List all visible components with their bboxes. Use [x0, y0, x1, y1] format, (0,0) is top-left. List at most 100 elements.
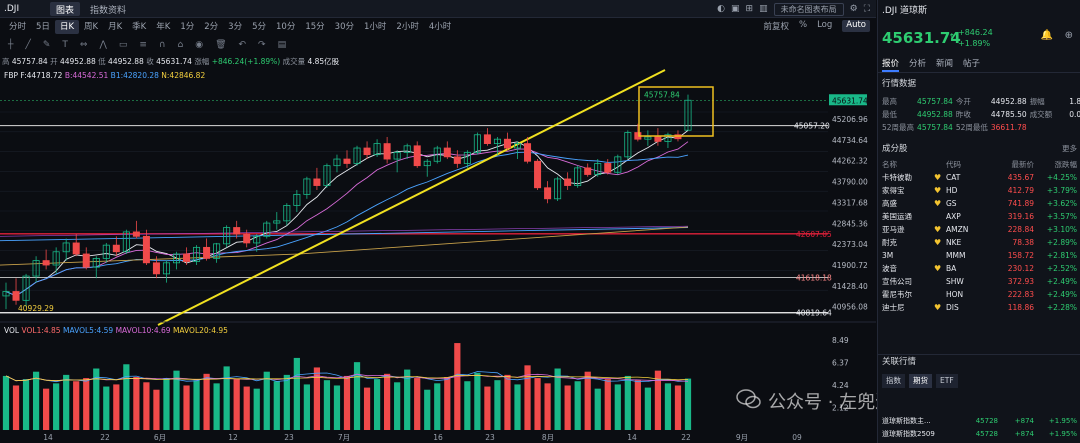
lock-icon[interactable]: ⌂ [177, 40, 184, 50]
table-row[interactable]: 亚马逊 ♥ AMZN 228.84 +3.10% [878, 223, 1080, 236]
yellow-trendline[interactable] [157, 69, 666, 326]
table-row[interactable]: 美国运通 AXP 319.16 +3.57% [878, 210, 1080, 223]
period-10[interactable]: 3分 [228, 22, 243, 32]
candle-body [112, 244, 120, 253]
volume-bar [43, 388, 50, 430]
volume-bar [414, 378, 421, 430]
period-17[interactable]: 4小时 [428, 22, 452, 32]
crosshair-icon[interactable]: ┼ [8, 40, 14, 50]
vol-name[interactable]: VOL [4, 326, 20, 335]
col-code[interactable]: 代码 [946, 160, 961, 169]
tab-chart[interactable]: 图表 [50, 2, 81, 16]
text-tool-icon[interactable]: T [62, 40, 68, 50]
add-icon[interactable]: ⊕ [1064, 30, 1073, 41]
period-16[interactable]: 2小时 [396, 22, 419, 32]
period-7[interactable]: 年K [156, 22, 171, 32]
measure-icon[interactable]: ⇔ [79, 40, 88, 50]
period-14[interactable]: 30分 [334, 22, 354, 32]
tab-index-info[interactable]: 指数资料 [90, 6, 127, 16]
col-change[interactable]: 涨跌幅 [1054, 160, 1078, 169]
period-5[interactable]: 月K [108, 22, 123, 32]
volume-bar [674, 385, 682, 430]
related-row[interactable]: 道琼斯指数主... 45728 +874 +1.95% [878, 414, 1080, 427]
adjust-selector[interactable]: 前复权 [763, 22, 789, 32]
volume-axis-label: 6.37 [832, 358, 849, 367]
period-3[interactable]: 日K [54, 20, 80, 34]
log-toggle[interactable]: Log [817, 20, 833, 30]
table-row[interactable]: 卡特彼勒 ♥ CAT 435.67 +4.25% [878, 171, 1080, 184]
bell-icon[interactable]: 🔔 [1040, 30, 1053, 41]
left-line-label: 40929.29 [18, 304, 54, 313]
eye-icon[interactable]: ◉ [195, 40, 204, 50]
period-4[interactable]: 周K [84, 22, 99, 32]
shape-icon[interactable]: ▭ [118, 40, 128, 50]
pattern-icon[interactable]: ⋀ [99, 40, 107, 50]
period-2[interactable]: 5日 [36, 22, 50, 32]
volume-bar [524, 365, 531, 430]
table-row[interactable]: 宣伟公司 SHW 372.93 +2.49% [878, 275, 1080, 288]
stat-label: 最低 [882, 110, 897, 119]
fbp-name[interactable]: FBP [4, 71, 18, 80]
related-row[interactable]: 道琼斯指数2509 45728 +874 +1.95% [878, 427, 1080, 440]
candle-body [403, 145, 411, 153]
related-tab-index[interactable]: 指数 [882, 374, 905, 388]
symbol-label[interactable]: .DJI [4, 4, 20, 14]
ohlc-readout: 高 45757.84 开 44952.88 低 44952.88 收 45631… [2, 56, 339, 67]
period-9[interactable]: 2分 [204, 22, 219, 32]
fib-icon[interactable]: ≡ [139, 40, 147, 50]
fullscreen-icon[interactable]: ⛶ [863, 4, 870, 14]
candle-body [223, 227, 231, 245]
period-1[interactable]: 分时 [9, 22, 27, 32]
table-row[interactable]: 高盛 ♥ GS 741.89 +3.62% [878, 197, 1080, 210]
related-name: 道琼斯指数主... [882, 416, 931, 425]
up-arrow-icon: ↑ [948, 33, 956, 43]
stock-name: 高盛 [882, 199, 897, 208]
candle-body [423, 160, 431, 167]
period-8[interactable]: 1分 [180, 22, 195, 32]
period-15[interactable]: 1小时 [364, 22, 387, 32]
table-row[interactable]: 耐克 ♥ NKE 78.38 +2.89% [878, 236, 1080, 249]
redo-icon[interactable]: ↷ [258, 40, 266, 50]
table-row[interactable]: 霍尼韦尔 HON 222.83 +2.49% [878, 288, 1080, 301]
candlestick-chart[interactable]: 45206.96 44734.64 44262.32 43790.00 43317.68… [0, 56, 876, 443]
favorite-icon: ♥ [934, 225, 942, 234]
volume-bar [203, 373, 210, 430]
layers-icon[interactable]: ▤ [277, 40, 287, 50]
table-row[interactable]: 迪士尼 ♥ DIS 118.86 +2.28% [878, 301, 1080, 314]
candle-body [534, 160, 542, 189]
volume-bar [233, 379, 240, 430]
delete-icon[interactable]: 🗑 [215, 40, 227, 50]
col-name[interactable]: 名称 [882, 160, 897, 169]
period-6[interactable]: 季K [132, 22, 147, 32]
tab-analysis[interactable]: 分析 [909, 59, 927, 69]
table-row[interactable]: 波音 ♥ BA 230.12 +2.52% [878, 262, 1080, 275]
stock-name: 卡特彼勒 [882, 173, 912, 182]
more-link[interactable]: 更多 [1062, 143, 1077, 153]
tab-quote[interactable]: 报价 [882, 57, 900, 72]
palette-icon[interactable]: ◐ [717, 4, 726, 14]
layout-split-icon[interactable]: ▥ [759, 4, 768, 14]
layout-selector[interactable]: 未命名图表布局 [773, 2, 844, 16]
period-11[interactable]: 5分 [252, 22, 267, 32]
stock-name: 波音 [882, 264, 897, 273]
table-row[interactable]: 3M MMM 158.72 +2.81% [878, 249, 1080, 262]
settings-icon[interactable]: ⚙ [849, 4, 858, 14]
related-tab-futures[interactable]: 期货 [909, 374, 932, 388]
magnet-icon[interactable]: ∩ [158, 40, 166, 50]
period-12[interactable]: 10分 [276, 22, 296, 32]
trendline-icon[interactable]: ╱ [25, 40, 31, 50]
table-row[interactable]: 家得宝 ♥ HD 412.79 +3.79% [878, 184, 1080, 197]
undo-icon[interactable]: ↶ [238, 40, 247, 50]
period-13[interactable]: 15分 [305, 22, 325, 32]
tab-posts[interactable]: 帖子 [963, 59, 981, 69]
auto-toggle[interactable]: Auto [842, 20, 870, 32]
tab-news[interactable]: 新闻 [936, 59, 954, 69]
highlight-box[interactable] [638, 86, 714, 137]
camera-icon[interactable]: ▣ [731, 4, 740, 14]
layout-grid-icon[interactable]: ⊞ [745, 4, 754, 14]
candle-body [62, 242, 70, 253]
col-price[interactable]: 最新价 [1011, 160, 1035, 169]
related-tab-etf[interactable]: ETF [936, 374, 958, 388]
pen-icon[interactable]: ✎ [42, 40, 51, 50]
percent-toggle[interactable]: % [798, 20, 808, 30]
